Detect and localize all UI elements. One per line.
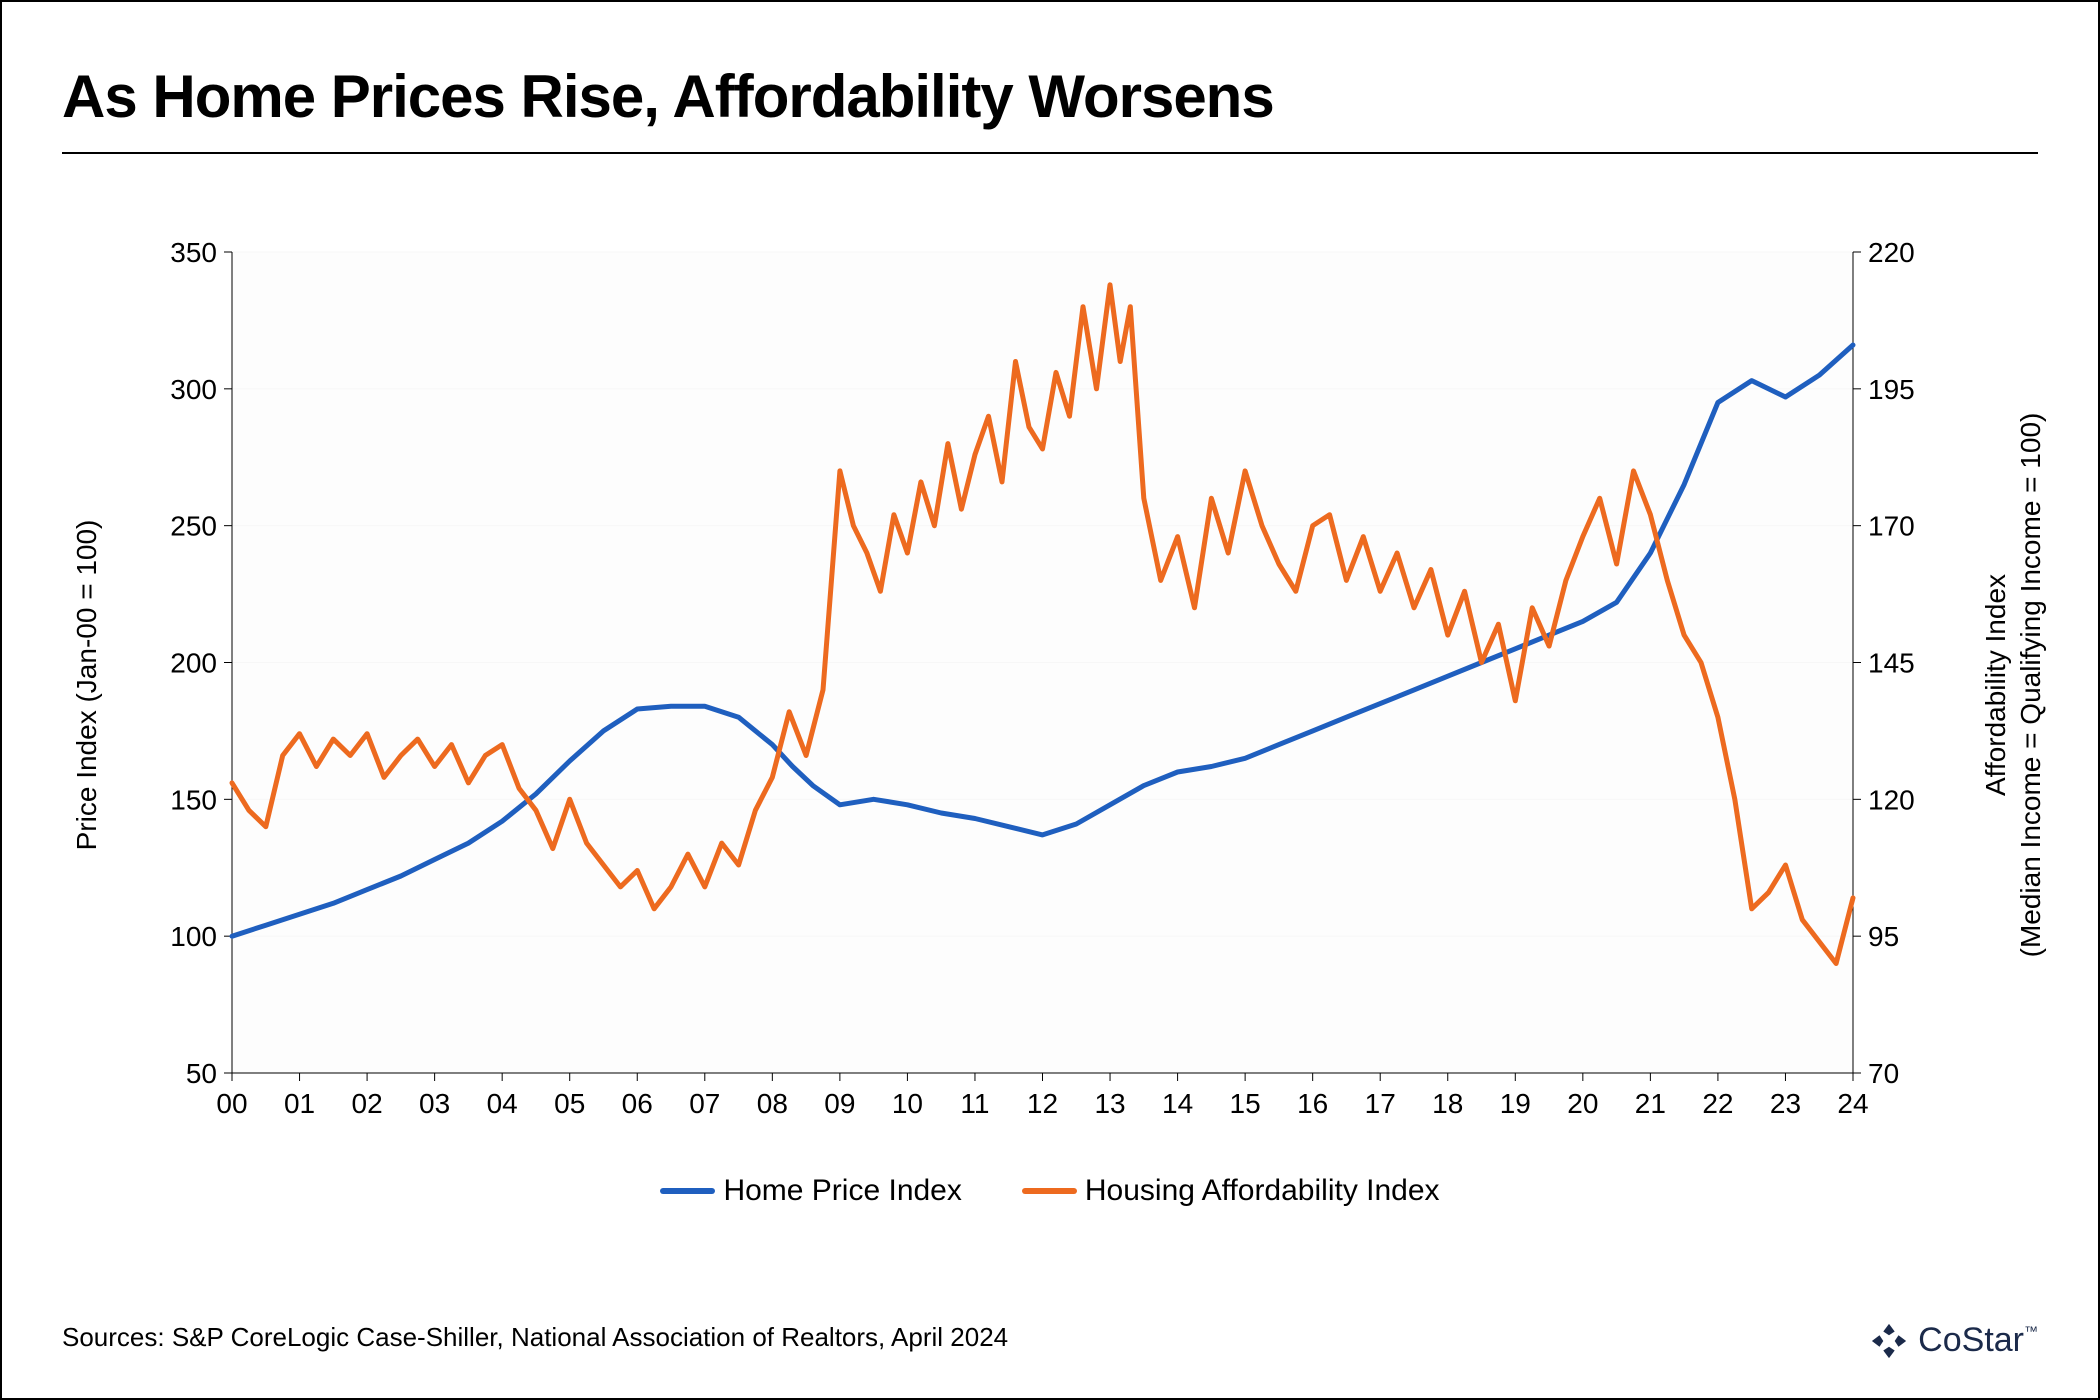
svg-text:22: 22 [1702, 1088, 1733, 1119]
svg-text:14: 14 [1162, 1088, 1193, 1119]
costar-logo: CoStar™ [1870, 1321, 2038, 1360]
svg-text:06: 06 [622, 1088, 653, 1119]
svg-text:150: 150 [170, 784, 217, 815]
chart-title: As Home Prices Rise, Affordability Worse… [62, 62, 1274, 131]
svg-text:08: 08 [757, 1088, 788, 1119]
chart-area: Price Index (Jan-00 = 100) Affordability… [112, 242, 1948, 1128]
svg-text:17: 17 [1365, 1088, 1396, 1119]
chart-frame: As Home Prices Rise, Affordability Worse… [0, 0, 2100, 1400]
svg-text:05: 05 [554, 1088, 585, 1119]
svg-text:01: 01 [284, 1088, 315, 1119]
svg-text:00: 00 [216, 1088, 247, 1119]
svg-text:70: 70 [1868, 1058, 1899, 1089]
svg-text:145: 145 [1868, 648, 1915, 679]
svg-text:02: 02 [352, 1088, 383, 1119]
svg-text:350: 350 [170, 242, 217, 268]
title-underline [62, 152, 2038, 154]
svg-text:95: 95 [1868, 921, 1899, 952]
svg-text:18: 18 [1432, 1088, 1463, 1119]
svg-text:21: 21 [1635, 1088, 1666, 1119]
svg-text:100: 100 [170, 921, 217, 952]
svg-text:11: 11 [960, 1088, 989, 1119]
svg-text:15: 15 [1230, 1088, 1261, 1119]
svg-text:09: 09 [824, 1088, 855, 1119]
svg-text:03: 03 [419, 1088, 450, 1119]
svg-text:13: 13 [1094, 1088, 1125, 1119]
legend-label: Home Price Index [723, 1174, 961, 1208]
sources-text: Sources: S&P CoreLogic Case-Shiller, Nat… [62, 1322, 1008, 1353]
svg-text:24: 24 [1837, 1088, 1868, 1119]
svg-text:12: 12 [1027, 1088, 1058, 1119]
svg-text:16: 16 [1297, 1088, 1328, 1119]
costar-logo-icon [1870, 1322, 1908, 1360]
svg-text:20: 20 [1567, 1088, 1598, 1119]
svg-text:04: 04 [487, 1088, 518, 1119]
svg-text:120: 120 [1868, 784, 1915, 815]
chart-svg: 5010015020025030035070951201451701952200… [112, 242, 1948, 1128]
svg-text:07: 07 [689, 1088, 720, 1119]
y-axis-right-label: Affordability Index (Median Income = Qua… [1978, 335, 2048, 1035]
logo-text: CoStar™ [1918, 1321, 2038, 1360]
svg-text:10: 10 [892, 1088, 923, 1119]
svg-text:19: 19 [1500, 1088, 1531, 1119]
svg-text:50: 50 [186, 1058, 217, 1089]
legend-swatch [1022, 1188, 1077, 1194]
legend-item-affordability: Housing Affordability Index [1022, 1174, 1440, 1208]
svg-text:220: 220 [1868, 242, 1915, 268]
svg-text:250: 250 [170, 511, 217, 542]
legend-label: Housing Affordability Index [1085, 1174, 1440, 1208]
y-axis-left-label: Price Index (Jan-00 = 100) [71, 385, 103, 985]
svg-text:195: 195 [1868, 374, 1915, 405]
svg-text:170: 170 [1868, 511, 1915, 542]
legend: Home Price Index Housing Affordability I… [2, 1174, 2098, 1208]
svg-text:300: 300 [170, 374, 217, 405]
svg-text:23: 23 [1770, 1088, 1801, 1119]
legend-swatch [660, 1188, 715, 1194]
svg-text:200: 200 [170, 648, 217, 679]
legend-item-home-price: Home Price Index [660, 1174, 961, 1208]
